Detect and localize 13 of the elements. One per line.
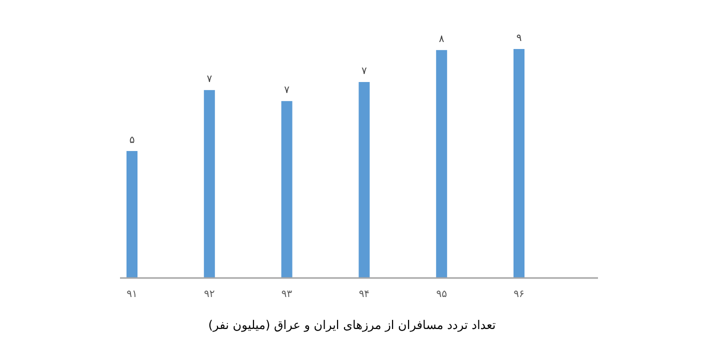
text: تعداد تردد مسافران از مرزهای ایران و عراق (میلیون نفر) <box>208 318 496 332</box>
x-tick-label: ۹۶ <box>514 289 524 300</box>
x-tick-label: ۹۵ <box>436 289 447 300</box>
data-label: ۷ <box>206 74 213 86</box>
x-tick-label: ۹۴ <box>358 289 370 300</box>
data-label: ۵ <box>129 135 135 146</box>
x-tick-label: ۹۲ <box>204 289 215 300</box>
x-tick-label: ۹۱ <box>126 289 138 300</box>
x-tick-label: ۹۳ <box>281 289 293 300</box>
data-label: ۹ <box>516 33 522 44</box>
data-label: ۷ <box>284 85 290 96</box>
data-label: ۸ <box>438 34 445 46</box>
data-label: ۷ <box>362 66 368 78</box>
